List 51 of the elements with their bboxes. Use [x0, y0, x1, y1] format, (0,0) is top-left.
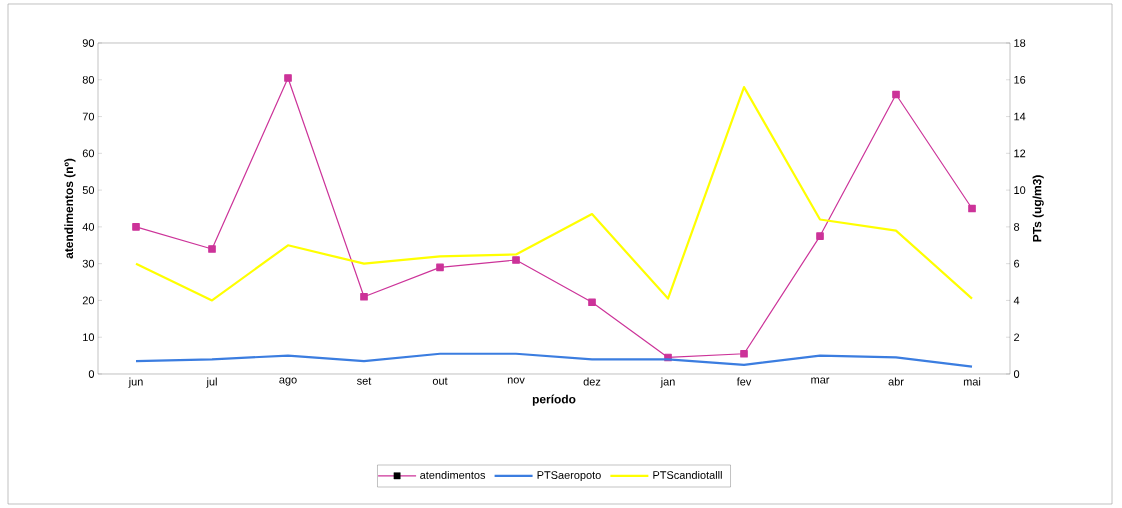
y2-tick-label: 6 [1014, 259, 1020, 268]
y2-tick-label: 18 [1014, 39, 1026, 47]
x-tick-label: mar [811, 377, 830, 384]
y2-tick-label: 4 [1013, 296, 1020, 305]
y-tick-label: 30 [82, 259, 95, 268]
x-tick-label: ago [279, 377, 297, 386]
y2-tick-label: 0 [1013, 370, 1020, 378]
x-tick-label: jul [206, 377, 217, 388]
point [740, 349, 748, 358]
y-tick-label: 50 [82, 186, 95, 194]
point [512, 256, 520, 264]
y-tick-label: 40 [82, 223, 95, 231]
x-tick-label: fev [736, 377, 752, 386]
y2-tick-label: 10 [1014, 186, 1026, 194]
y-tick-label: 10 [83, 333, 95, 342]
legend-label: PTScandiotalll [653, 470, 722, 479]
x-tick-label: jun [128, 377, 143, 388]
y2-tick-label: 2 [1014, 333, 1020, 342]
y-tick-label: 60 [82, 149, 95, 158]
x-axis-title: período [532, 394, 576, 406]
y-tick-label: 80 [82, 75, 95, 84]
x-tick-label: set [357, 377, 372, 385]
point [968, 204, 976, 213]
x-tick-label: abr [888, 377, 904, 386]
x-tick-label: dez [583, 377, 601, 386]
x-tick-label: out [432, 377, 448, 385]
point [588, 298, 596, 307]
y-tick-label: 0 [88, 370, 95, 378]
legend-label: atendimentos [420, 470, 486, 479]
point [132, 223, 140, 231]
y2-tick-label: 8 [1014, 223, 1020, 231]
y-axis-title: atendimentos (nº) [64, 158, 76, 259]
point [892, 90, 900, 99]
y-tick-label: 90 [82, 39, 95, 47]
point [208, 245, 216, 253]
y2-axis-title: PTs (ug/m3) [1032, 175, 1044, 242]
y2-tick-label: 12 [1014, 149, 1026, 158]
legend-label: PTSaeropoto [537, 471, 601, 482]
line-series [134, 86, 974, 302]
line-series [134, 352, 974, 368]
point [360, 292, 368, 301]
x-tick-label: nov [507, 377, 525, 384]
x-tick-label: mai [963, 377, 981, 386]
y-tick-label: 20 [82, 296, 95, 305]
y2-tick-label: 14 [1014, 112, 1026, 121]
y-tick-label: 70 [82, 112, 95, 121]
x-tick-label: jan [660, 377, 675, 388]
point [284, 74, 292, 82]
point [816, 232, 824, 240]
point [436, 263, 444, 272]
y2-tick-label: 16 [1014, 75, 1026, 84]
